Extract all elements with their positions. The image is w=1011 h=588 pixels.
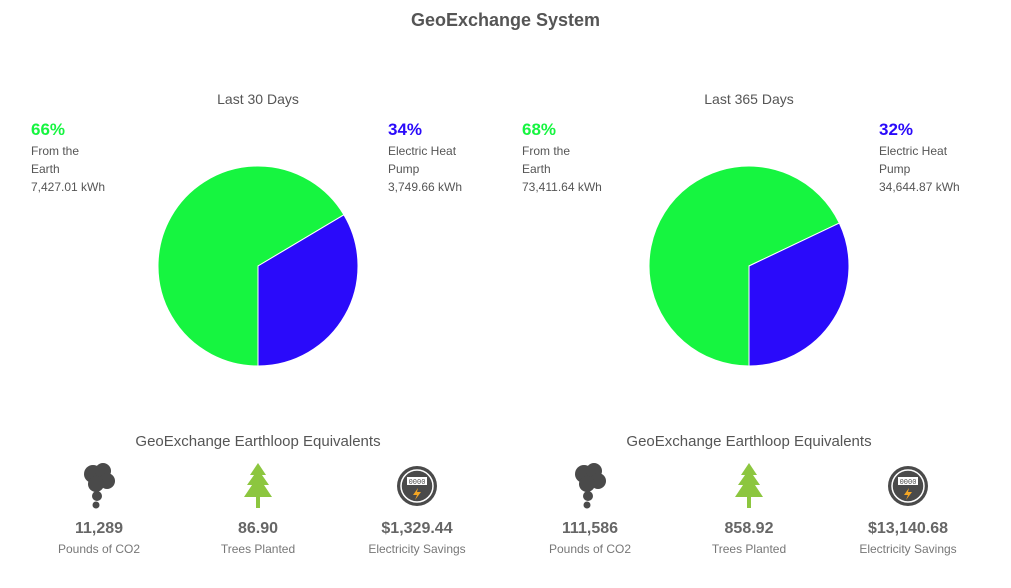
savings-label: Electricity Savings xyxy=(859,542,957,556)
chart-panel-365-days: Last 365 Days 68% From the Earth 73,411.… xyxy=(499,88,999,378)
equivalents-title: GeoExchange Earthloop Equivalents xyxy=(135,433,381,450)
smoke-cloud-icon xyxy=(515,460,665,512)
legend-heat-pump: 32% Electric Heat Pump 34,644.87 kWh xyxy=(879,120,960,196)
pump-name-label: Electric Heat Pump xyxy=(879,144,948,176)
pump-value-label: 3,749.66 kWh xyxy=(388,180,463,194)
svg-text:0000: 0000 xyxy=(900,479,917,487)
chart-title: Last 365 Days xyxy=(704,91,794,107)
pump-percent-label: 32% xyxy=(879,120,914,139)
earth-name-label: From the Earth xyxy=(522,144,571,176)
trees-value: 858.92 xyxy=(724,520,774,537)
page-title: GeoExchange System xyxy=(410,10,601,30)
legend-earth: 66% From the Earth 7,427.01 kWh xyxy=(31,120,111,196)
equivalents-title: GeoExchange Earthloop Equivalents xyxy=(626,433,872,450)
tree-icon xyxy=(674,460,824,512)
trees-label: Trees Planted xyxy=(711,542,787,556)
pump-value-label: 34,644.87 kWh xyxy=(879,180,960,194)
pump-percent-label: 34% xyxy=(388,120,423,139)
legend-earth: 68% From the Earth 73,411.64 kWh xyxy=(522,120,602,196)
earth-value-label: 73,411.64 kWh xyxy=(522,180,602,194)
pie-slice-heat-pump xyxy=(748,222,850,367)
savings-metric: 0000 $13,140.68 Electricity Savings xyxy=(833,460,983,556)
earth-name-label: From the Earth xyxy=(31,144,80,176)
pie-chart xyxy=(157,165,359,367)
co2-label: Pounds of CO2 xyxy=(57,542,141,556)
pie-slice-heat-pump xyxy=(257,214,359,367)
svg-text:0000: 0000 xyxy=(409,479,426,487)
pie-slice-earth xyxy=(648,165,840,367)
chart-panel-30-days: Last 30 Days 66% From the Earth 7,427.01… xyxy=(8,88,508,378)
savings-label: Electricity Savings xyxy=(368,542,466,556)
co2-label: Pounds of CO2 xyxy=(548,542,632,556)
trees-value: 86.90 xyxy=(237,520,279,537)
co2-metric: 11,289 Pounds of CO2 xyxy=(24,460,174,556)
savings-value: $13,140.68 xyxy=(867,520,949,537)
electric-meter-icon: 0000 xyxy=(833,460,983,512)
trees-label: Trees Planted xyxy=(220,542,296,556)
trees-metric: 858.92 Trees Planted xyxy=(674,460,824,556)
earth-value-label: 7,427.01 kWh xyxy=(31,180,106,194)
equivalents-panel-30-days: GeoExchange Earthloop Equivalents 11,289… xyxy=(8,433,508,573)
co2-value: 11,289 xyxy=(74,520,124,537)
electric-meter-icon: 0000 xyxy=(342,460,492,512)
chart-title: Last 30 Days xyxy=(217,91,299,107)
smoke-cloud-icon xyxy=(24,460,174,512)
savings-value: $1,329.44 xyxy=(381,520,453,537)
co2-metric: 111,586 Pounds of CO2 xyxy=(515,460,665,556)
savings-metric: 0000 $1,329.44 Electricity Savings xyxy=(342,460,492,556)
earth-percent-label: 68% xyxy=(522,120,557,139)
pie-slice-earth xyxy=(157,165,345,367)
equivalents-panel-365-days: GeoExchange Earthloop Equivalents 111,58… xyxy=(499,433,999,573)
pump-name-label: Electric Heat Pump xyxy=(388,144,457,176)
earth-percent-label: 66% xyxy=(31,120,66,139)
trees-metric: 86.90 Trees Planted xyxy=(183,460,333,556)
legend-heat-pump: 34% Electric Heat Pump 3,749.66 kWh xyxy=(388,120,468,196)
pie-chart xyxy=(648,165,850,367)
co2-value: 111,586 xyxy=(561,520,619,537)
tree-icon xyxy=(183,460,333,512)
